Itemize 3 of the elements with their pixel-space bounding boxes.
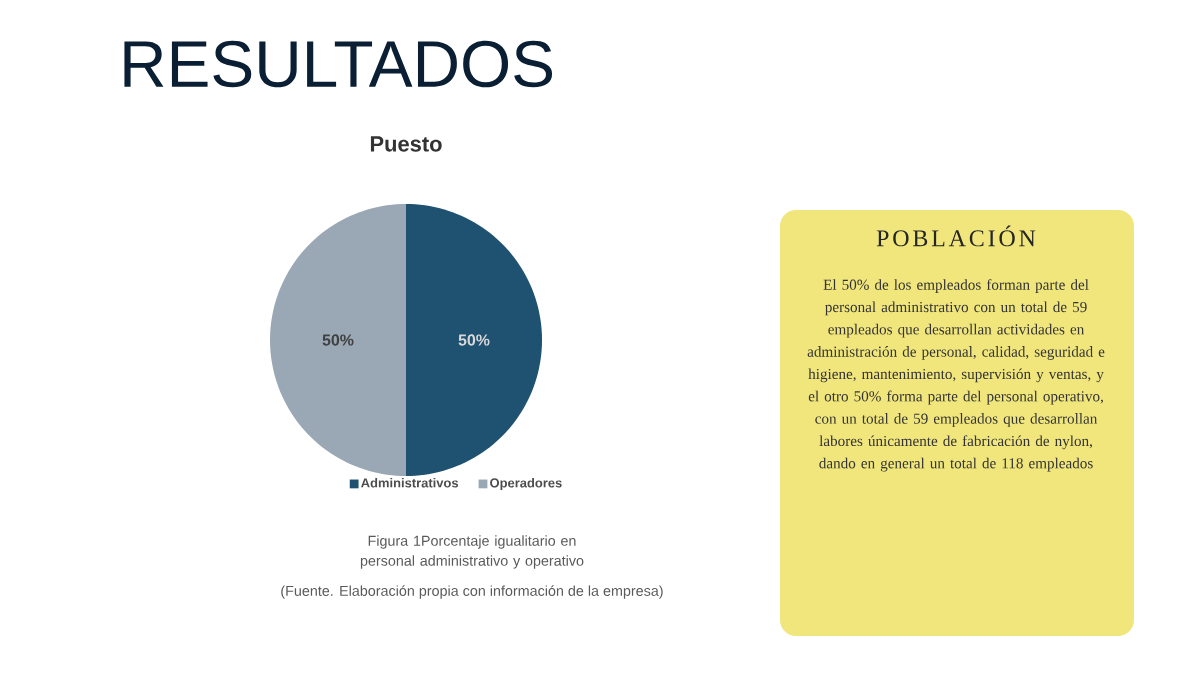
- text: RESULTADOS: [124, 40, 553, 88]
- chart-title: Puesto: [370, 136, 442, 152]
- text: POBLACIÓN: [876, 225, 1036, 247]
